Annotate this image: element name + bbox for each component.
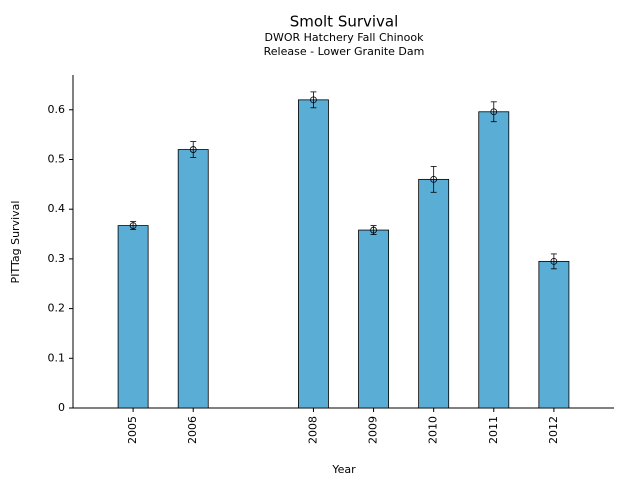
x-tick-label: 2006 bbox=[186, 416, 199, 444]
bar bbox=[538, 260, 570, 409]
x-tick-label: 2008 bbox=[306, 416, 319, 444]
bar bbox=[177, 149, 209, 409]
bar bbox=[298, 99, 329, 409]
x-tick-label: 2005 bbox=[126, 416, 139, 444]
x-tick-label: 2010 bbox=[427, 416, 440, 444]
mean-marker bbox=[310, 96, 317, 104]
mean-marker bbox=[189, 146, 197, 153]
x-tick-label: 2011 bbox=[487, 416, 500, 444]
x-tick-label: 2012 bbox=[547, 416, 560, 444]
x-tick-label: 2009 bbox=[367, 416, 380, 444]
bar bbox=[418, 178, 450, 409]
mean-marker bbox=[550, 257, 558, 265]
y-tick-label: 0.1 bbox=[48, 351, 66, 364]
y-tick-label: 0.3 bbox=[48, 252, 66, 265]
y-tick-label: 0 bbox=[58, 401, 65, 414]
y-tick-label: 0.2 bbox=[48, 302, 66, 315]
mean-marker bbox=[490, 108, 498, 116]
chart-title: Smolt Survival bbox=[290, 13, 399, 31]
y-tick-label: 0.4 bbox=[48, 202, 66, 215]
mean-marker bbox=[370, 226, 377, 234]
y-tick-label: 0.6 bbox=[48, 103, 66, 116]
chart-subtitle: Release - Lower Granite Dam bbox=[264, 45, 425, 58]
bar bbox=[358, 229, 389, 409]
bar bbox=[478, 111, 510, 409]
mean-marker bbox=[430, 175, 438, 183]
mean-marker bbox=[129, 222, 137, 229]
x-axis-label: Year bbox=[331, 463, 356, 476]
bar bbox=[117, 225, 149, 409]
chart-subtitle: DWOR Hatchery Fall Chinook bbox=[265, 31, 425, 44]
y-tick-label: 0.5 bbox=[48, 152, 66, 165]
y-axis-label: PITTag Survival bbox=[9, 201, 22, 284]
